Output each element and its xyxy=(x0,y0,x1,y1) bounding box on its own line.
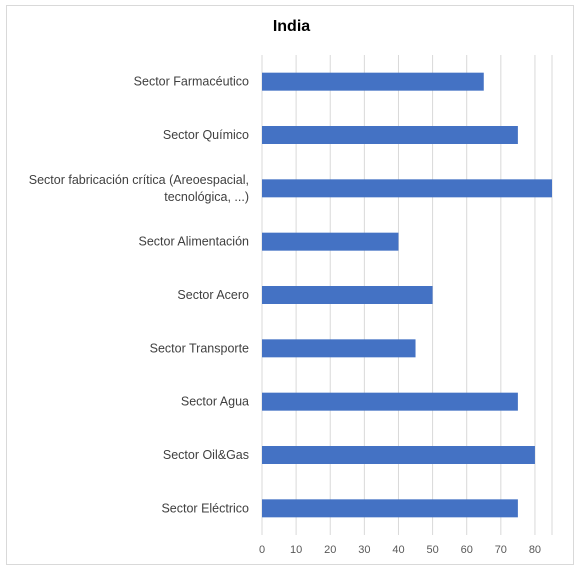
x-tick-label: 50 xyxy=(426,544,438,556)
x-tick-label: 0 xyxy=(259,544,265,556)
x-axis-ticks: 0 10 20 30 40 50 60 70 80 xyxy=(259,544,541,556)
x-tick-label: 60 xyxy=(461,544,473,556)
category-label: Sector Alimentación xyxy=(139,235,250,249)
bar xyxy=(262,339,416,358)
bar xyxy=(262,126,518,144)
category-label: Sector Químico xyxy=(163,128,249,142)
bar xyxy=(262,499,518,518)
bar xyxy=(262,392,518,411)
bar xyxy=(262,232,399,251)
bars xyxy=(262,72,552,518)
category-label: Sector Agua xyxy=(181,395,249,409)
category-label: Sector fabricación crítica (Areoespacial… xyxy=(29,173,249,204)
category-label: Sector Transporte xyxy=(150,341,249,355)
bar xyxy=(262,179,552,198)
bar xyxy=(262,446,535,464)
category-label: Sector Eléctrico xyxy=(161,501,249,515)
x-tick-label: 40 xyxy=(392,544,404,556)
category-label: Sector Acero xyxy=(177,288,249,302)
chart-title: India xyxy=(272,18,311,35)
x-tick-label: 10 xyxy=(290,544,302,556)
x-tick-label: 20 xyxy=(324,544,336,556)
x-tick-label: 70 xyxy=(495,544,507,556)
bar xyxy=(262,286,433,304)
x-tick-label: 80 xyxy=(529,544,541,556)
category-label: Sector Oil&Gas xyxy=(163,448,249,462)
x-tick-label: 30 xyxy=(358,544,370,556)
category-labels: Sector Farmacéutico Sector Químico Sector … xyxy=(29,75,249,516)
category-label: Sector Farmacéutico xyxy=(134,75,249,89)
bar xyxy=(262,72,484,91)
chart-frame xyxy=(6,5,574,565)
